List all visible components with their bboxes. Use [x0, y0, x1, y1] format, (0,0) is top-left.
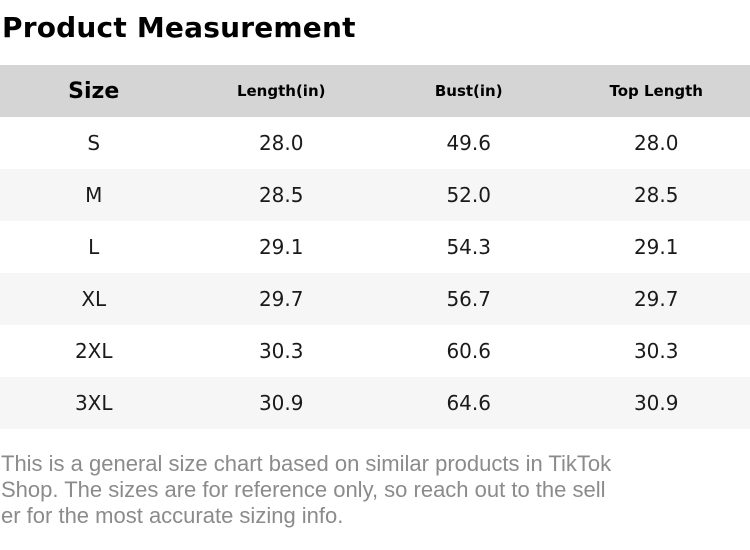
cell-bust: 64.6 [446, 391, 491, 415]
cell-length: 30.3 [258, 339, 304, 363]
cell-length: 28.5 [258, 183, 304, 207]
cell-top-length: 30.3 [633, 339, 679, 363]
header-length: Length(in) [236, 82, 326, 100]
disclaimer-line-1: This is a general size chart based on si… [1, 451, 612, 476]
table-row-m: M 28.5 52.0 28.5 [0, 169, 750, 221]
cell-length: 28.0 [258, 131, 304, 155]
cell-top-length: 30.9 [633, 391, 679, 415]
cell-bust: 56.7 [446, 287, 491, 311]
cell-bust: 52.0 [446, 183, 491, 207]
cell-size: S [87, 131, 101, 155]
page-title: Product Measurement [2, 11, 356, 44]
cell-top-length: 28.0 [633, 131, 679, 155]
cell-top-length: 29.7 [633, 287, 679, 311]
size-chart-table: Size Length(in) Bust(in) Top Length S 28… [0, 65, 750, 429]
header-top-length: Top Length [609, 82, 703, 100]
header-size: Size [68, 78, 120, 104]
table-row-xl: XL 29.7 56.7 29.7 [0, 273, 750, 325]
disclaimer-line-3: er for the most accurate sizing info. [1, 503, 344, 528]
cell-top-length: 29.1 [633, 235, 679, 259]
header-bust: Bust(in) [434, 82, 503, 100]
table-row-s: S 28.0 49.6 28.0 [0, 117, 750, 169]
cell-size: XL [81, 287, 107, 311]
cell-size: M [85, 183, 103, 207]
cell-size: 3XL [74, 391, 113, 415]
cell-length: 30.9 [258, 391, 304, 415]
size-chart-disclaimer: This is a general size chart based on si… [0, 451, 750, 529]
cell-size: L [88, 235, 100, 259]
table-row-2xl: 2XL 30.3 60.6 30.3 [0, 325, 750, 377]
table-row-3xl: 3XL 30.9 64.6 30.9 [0, 377, 750, 429]
disclaimer-line-2: Shop. The sizes are for reference only, … [1, 477, 606, 502]
cell-length: 29.7 [258, 287, 304, 311]
cell-bust: 60.6 [446, 339, 491, 363]
header-row: Size Length(in) Bust(in) Top Length [0, 65, 750, 117]
cell-top-length: 28.5 [633, 183, 679, 207]
cell-bust: 54.3 [446, 235, 491, 259]
size-chart-body: S 28.0 49.6 28.0 M 28.5 52.0 28.5 L 29.1… [0, 117, 750, 429]
size-chart-header: Size Length(in) Bust(in) Top Length [0, 65, 750, 117]
table-row-l: L 29.1 54.3 29.1 [0, 221, 750, 273]
cell-size: 2XL [74, 339, 113, 363]
cell-length: 29.1 [258, 235, 304, 259]
cell-bust: 49.6 [446, 131, 491, 155]
